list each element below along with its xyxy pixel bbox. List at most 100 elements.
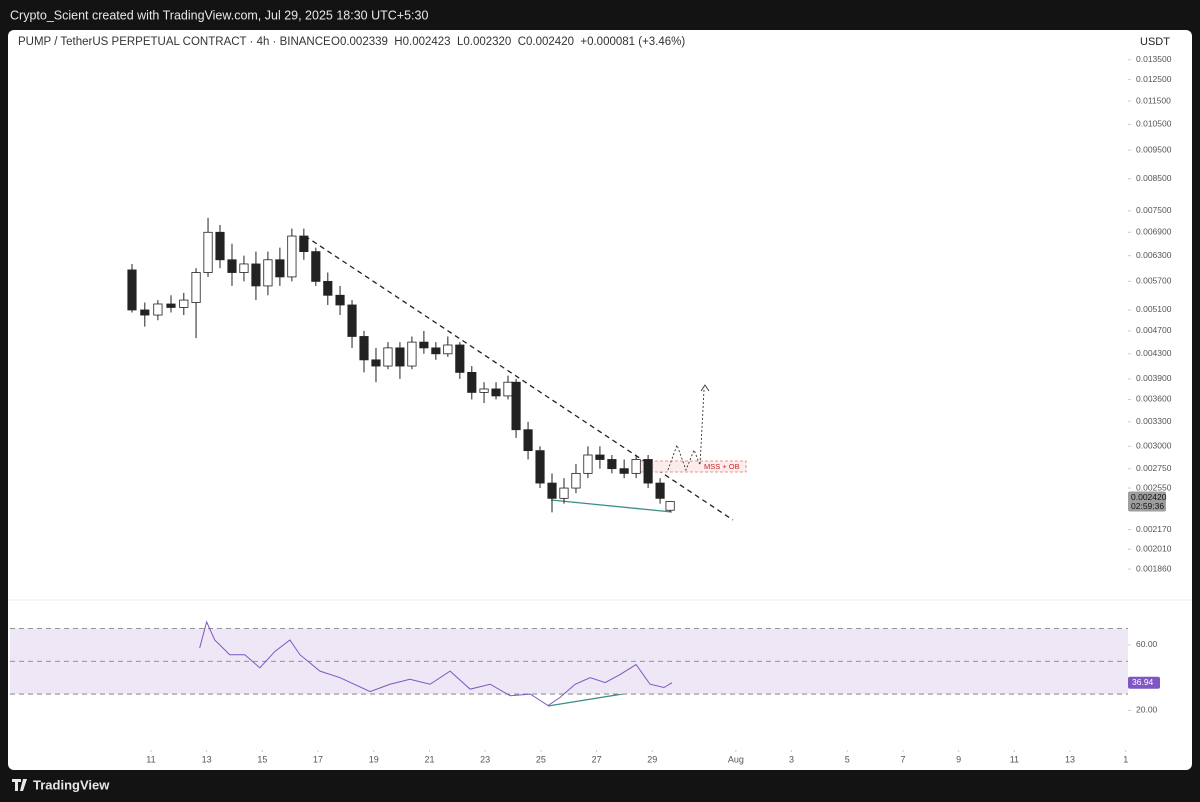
y-tick-label: 0.005100 bbox=[1136, 304, 1172, 314]
y-tick-label: 0.010500 bbox=[1136, 119, 1172, 129]
candle-body bbox=[166, 303, 176, 308]
candle-body bbox=[559, 487, 569, 499]
x-tick-label: 29 bbox=[647, 754, 657, 764]
candle-body bbox=[419, 341, 429, 349]
candle-body bbox=[127, 269, 137, 311]
candle-body bbox=[153, 303, 163, 316]
rsi-line bbox=[199, 620, 673, 707]
x-tick-label: 9 bbox=[956, 754, 961, 764]
ohlc: O0.002339 H0.002423 L0.002320 C0.002420 … bbox=[331, 36, 685, 48]
y-tick-label: 0.005700 bbox=[1136, 276, 1172, 286]
candle-body bbox=[179, 299, 189, 308]
credit: Crypto_Scient created with TradingView.c… bbox=[10, 8, 428, 22]
y-tick-label: 0.004700 bbox=[1136, 325, 1172, 335]
candle-body bbox=[619, 468, 629, 474]
candle-body bbox=[523, 429, 533, 452]
y-tick-label: 0.002010 bbox=[1136, 543, 1172, 553]
candle-body bbox=[595, 454, 605, 460]
candle-body bbox=[503, 381, 513, 397]
candle-body bbox=[347, 304, 357, 337]
candle-body bbox=[455, 344, 465, 373]
y-tick-label: 0.004300 bbox=[1136, 348, 1172, 358]
candle-body bbox=[665, 501, 675, 511]
candle-body bbox=[407, 341, 417, 367]
candle-body bbox=[263, 259, 273, 287]
last-price-box bbox=[1128, 491, 1166, 512]
candle-body bbox=[227, 259, 237, 273]
candle-body bbox=[479, 388, 489, 393]
chart-panel bbox=[8, 30, 1192, 770]
projection-arrow bbox=[700, 384, 710, 392]
y-tick-label: 0.012500 bbox=[1136, 74, 1172, 84]
candle-body bbox=[467, 371, 477, 393]
candle-body bbox=[191, 272, 201, 303]
candle-body bbox=[655, 482, 665, 499]
candle-body bbox=[643, 459, 653, 484]
y-tick-label: 0.009500 bbox=[1136, 144, 1172, 154]
brand-name: TradingView bbox=[33, 777, 110, 792]
y-tick-label: 0.003900 bbox=[1136, 373, 1172, 383]
candle-body bbox=[535, 450, 545, 484]
candle-body bbox=[215, 231, 225, 261]
y-tick-label: 0.003300 bbox=[1136, 416, 1172, 426]
candle-body bbox=[140, 309, 150, 316]
y-tick-label: 0.006300 bbox=[1136, 250, 1172, 260]
x-tick-label: 13 bbox=[1065, 754, 1075, 764]
brand-logo bbox=[12, 779, 27, 791]
candle-body bbox=[299, 235, 309, 253]
candle-body bbox=[631, 459, 641, 474]
candle-body bbox=[607, 459, 617, 470]
candle-body bbox=[443, 344, 453, 355]
candle-body bbox=[323, 280, 333, 296]
candle-body bbox=[239, 263, 249, 273]
x-tick-label: 13 bbox=[202, 754, 212, 764]
x-tick-label: 27 bbox=[592, 754, 602, 764]
currency: USDT bbox=[1140, 36, 1170, 48]
y-tick-label: 0.001860 bbox=[1136, 563, 1172, 573]
candle-body bbox=[491, 388, 501, 397]
x-tick-label: 5 bbox=[845, 754, 850, 764]
x-tick-label: 11 bbox=[146, 754, 155, 764]
y-tick-label: 0.002170 bbox=[1136, 524, 1172, 534]
x-tick-label: 7 bbox=[900, 754, 905, 764]
countdown: 02:59:36 bbox=[1131, 501, 1164, 511]
candle-body bbox=[275, 259, 285, 278]
y-tick-label: 0.002750 bbox=[1136, 463, 1172, 473]
candle-body bbox=[571, 472, 581, 489]
candle-body bbox=[359, 336, 369, 361]
y-tick-label: 0.013500 bbox=[1136, 54, 1172, 64]
candle-body bbox=[335, 294, 345, 306]
y-tick-label: 0.011500 bbox=[1136, 95, 1171, 105]
x-tick-label: 1 bbox=[1123, 754, 1128, 764]
projection-path bbox=[667, 387, 706, 472]
candle-body bbox=[251, 263, 261, 287]
support-line bbox=[550, 499, 673, 513]
last-price-label: 0.002420 bbox=[1131, 492, 1167, 502]
y-tick-label: 0.008500 bbox=[1136, 173, 1172, 183]
candle-body bbox=[395, 347, 405, 367]
y-tick-label: 60.00 bbox=[1136, 639, 1158, 649]
candle-body bbox=[431, 347, 441, 355]
mss-ob-zone bbox=[639, 460, 747, 473]
candle-body bbox=[203, 231, 213, 273]
y-tick-label: 0.003600 bbox=[1136, 394, 1172, 404]
x-tick-label: 17 bbox=[313, 754, 323, 764]
x-tick-label: 15 bbox=[257, 754, 267, 764]
symbol: PUMP / TetherUS PERPETUAL CONTRACT · 4h … bbox=[18, 36, 331, 48]
brand: TradingView bbox=[12, 777, 110, 792]
x-tick-label: 23 bbox=[480, 754, 490, 764]
y-tick-label: 0.006900 bbox=[1136, 227, 1172, 237]
candle-body bbox=[371, 359, 381, 367]
zone-label: MSS + OB bbox=[704, 462, 740, 471]
rsi-value-box bbox=[1128, 676, 1160, 689]
candle-body bbox=[511, 381, 521, 431]
x-tick-label: 19 bbox=[369, 754, 379, 764]
x-tick-label: Aug bbox=[728, 754, 744, 764]
candle-body bbox=[311, 251, 321, 282]
y-tick-label: 20.00 bbox=[1136, 705, 1158, 715]
candle-body bbox=[287, 235, 297, 278]
candle-body bbox=[583, 454, 593, 474]
x-tick-label: 3 bbox=[789, 754, 794, 764]
candle-body bbox=[383, 347, 393, 367]
